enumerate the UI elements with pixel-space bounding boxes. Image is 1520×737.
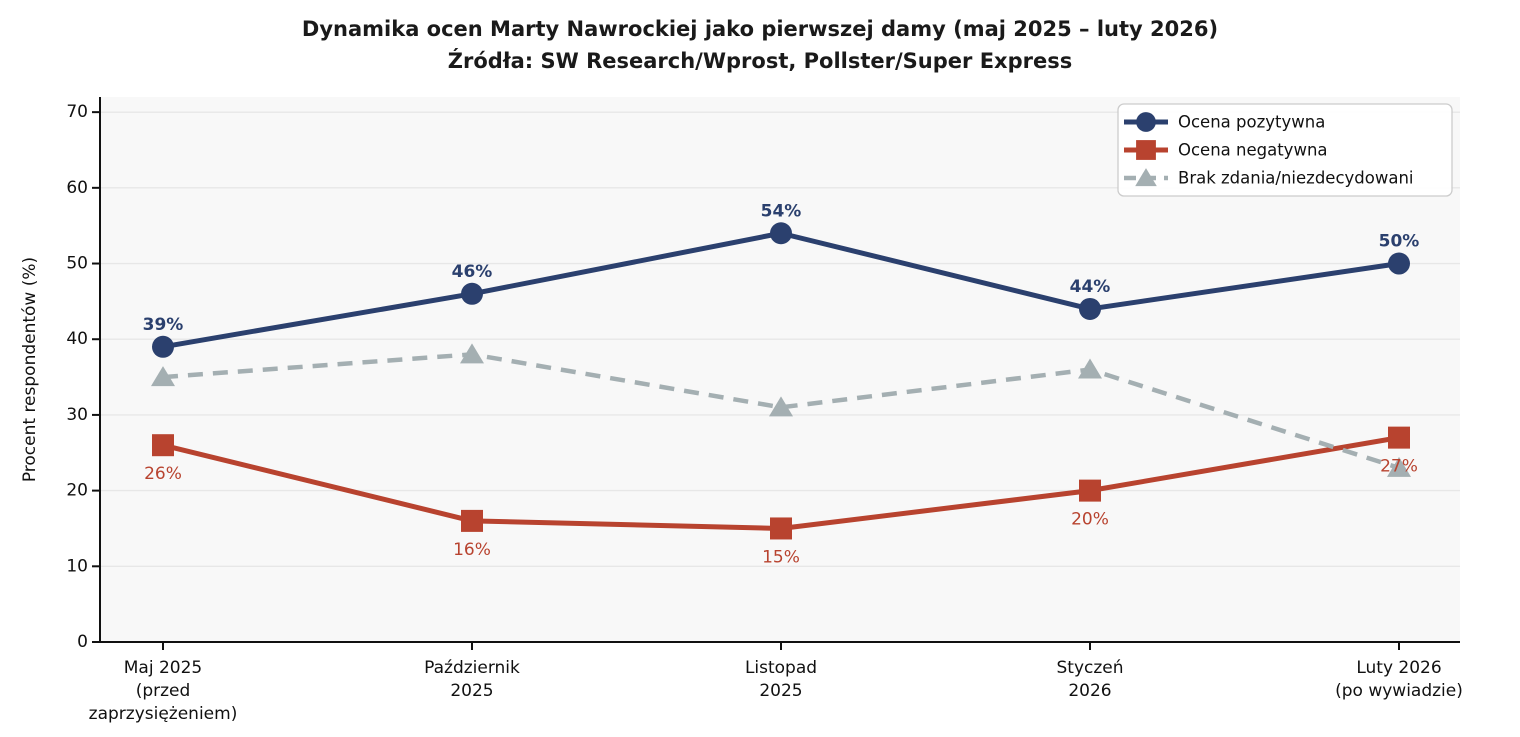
x-tick-label: Listopad <box>745 658 817 678</box>
x-tick-label: Październik <box>424 658 520 678</box>
legend-item-ocena-pozytywna: Ocena pozytywna <box>1124 112 1325 132</box>
legend-label: Ocena negatywna <box>1178 141 1328 160</box>
data-label: 15% <box>762 547 800 567</box>
marker-triangle <box>769 396 793 417</box>
x-tick-label: Luty 2026 <box>1356 658 1441 678</box>
title-block: Dynamika ocen Marty Nawrockiej jako pier… <box>0 13 1520 77</box>
series-line-brak-zdania-niezdecydowani <box>162 352 1400 471</box>
marker-square <box>1079 479 1101 502</box>
data-label: 44% <box>1070 277 1111 297</box>
marker-triangle <box>460 343 484 364</box>
data-label: 26% <box>144 464 182 484</box>
marker-circle <box>461 282 483 305</box>
marker-square <box>1388 426 1410 449</box>
y-tick-label: 70 <box>66 102 88 122</box>
y-tick-label: 40 <box>66 329 88 349</box>
data-label: 20% <box>1071 510 1109 530</box>
marker-circle <box>1136 112 1156 132</box>
marker-triangle <box>1387 456 1411 477</box>
y-tick-label: 30 <box>66 405 88 425</box>
marker-triangle <box>1135 168 1157 187</box>
chart-subtitle: Źródła: SW Research/Wprost, Pollster/Sup… <box>447 49 1073 73</box>
data-label: 54% <box>761 201 802 221</box>
data-label: 46% <box>452 262 493 282</box>
y-tick-label: 10 <box>66 556 88 576</box>
series-ocena-pozytywna <box>152 222 1410 358</box>
x-tick-label: 2025 <box>450 681 493 701</box>
x-tick-label: Styczeń <box>1056 658 1123 678</box>
series-brak-zdania-niezdecydowani <box>151 343 1411 477</box>
marker-triangle <box>1078 358 1102 379</box>
marker-square <box>152 434 174 457</box>
data-label: 27% <box>1380 457 1418 477</box>
marker-square <box>770 517 792 540</box>
y-tick-label: 0 <box>77 632 88 652</box>
y-axis-label: Procent respondentów (%) <box>20 257 40 482</box>
chart-title: Dynamika ocen Marty Nawrockiej jako pier… <box>301 17 1219 41</box>
data-label: 50% <box>1379 232 1420 252</box>
x-tick-label: 2025 <box>759 681 802 701</box>
data-label: 16% <box>453 540 491 560</box>
y-tick-label: 60 <box>66 178 88 198</box>
y-tick-label: 20 <box>66 481 88 501</box>
series-ocena-negatywna <box>152 426 1410 540</box>
marker-circle <box>1388 252 1410 275</box>
legend-label: Ocena pozytywna <box>1178 113 1325 132</box>
marker-circle <box>152 335 174 358</box>
legend-item-ocena-negatywna: Ocena negatywna <box>1124 140 1328 160</box>
legend-box <box>1117 103 1453 197</box>
x-tick-label: zaprzysiężeniem) <box>89 704 238 724</box>
marker-square <box>461 509 483 532</box>
x-tick-label: Maj 2025 <box>124 658 202 678</box>
marker-circle <box>770 222 792 245</box>
y-tick-label: 50 <box>66 254 88 274</box>
legend: Ocena pozytywna Ocena negatywna Brak zdani… <box>1117 103 1453 197</box>
legend-item-brak-zdania-niezdecydowani: Brak zdania/niezdecydowani <box>1124 168 1414 188</box>
legend-label: Brak zdania/niezdecydowani <box>1178 169 1414 188</box>
marker-triangle <box>151 366 175 387</box>
x-tick-label: (po wywiadzie) <box>1335 681 1463 701</box>
x-tick-label: 2026 <box>1068 681 1111 701</box>
marker-circle <box>1079 297 1101 320</box>
data-label: 39% <box>143 315 184 335</box>
x-tick-label: (przed <box>136 681 191 701</box>
marker-square <box>1136 140 1156 160</box>
